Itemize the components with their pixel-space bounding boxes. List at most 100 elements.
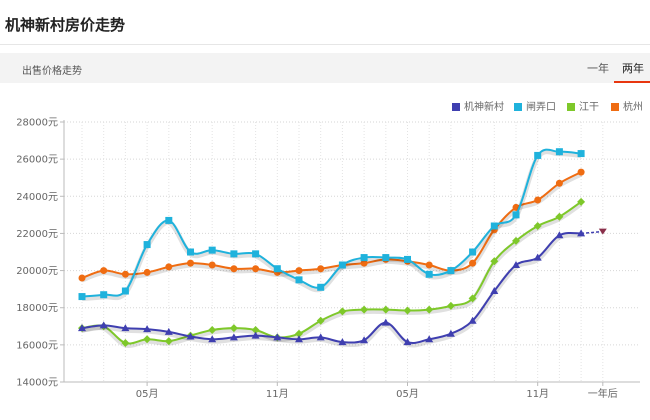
data-point-1-5 — [187, 248, 194, 256]
data-point-2-13 — [360, 305, 369, 314]
data-point-1-7 — [230, 250, 238, 258]
data-point-0-13 — [360, 336, 369, 344]
data-point-3-23 — [577, 168, 585, 176]
data-point-2-2 — [121, 339, 130, 347]
y-tick-label: 22000元 — [16, 229, 58, 240]
y-tick-label: 16000元 — [16, 340, 58, 351]
data-point-3-3 — [143, 268, 151, 276]
data-point-2-4 — [164, 337, 173, 346]
data-point-3-18 — [469, 259, 477, 267]
data-point-0-8 — [251, 331, 260, 339]
data-point-0-20 — [512, 261, 520, 268]
data-point-0-9 — [273, 333, 282, 341]
data-point-2-23 — [577, 197, 586, 206]
forecast-line — [581, 230, 603, 235]
data-point-0-19 — [490, 287, 499, 294]
data-point-1-17 — [447, 267, 455, 275]
data-point-2-11 — [316, 316, 325, 325]
chart-legend: 机神新村 闸弄口 江干 杭州 — [0, 98, 650, 113]
data-point-1-18 — [469, 248, 477, 256]
data-point-0-15 — [403, 338, 412, 346]
data-point-1-9 — [273, 265, 281, 273]
x-tick-label: 11月 — [526, 388, 549, 400]
data-point-0-10 — [295, 335, 303, 343]
data-point-2-6 — [208, 326, 217, 334]
legend-swatch-zhanongkou — [514, 103, 522, 111]
price-trend-tabbar: 出售价格走势 一年 两年 — [0, 53, 650, 83]
data-point-1-1 — [100, 291, 108, 299]
data-point-2-21 — [533, 222, 542, 230]
tab-one-year[interactable]: 一年 — [587, 62, 609, 75]
data-point-2-15 — [403, 306, 412, 315]
y-tick-label: 26000元 — [16, 155, 58, 166]
y-tick-label: 14000元 — [16, 378, 58, 389]
data-point-1-10 — [295, 276, 303, 284]
data-point-2-18 — [468, 294, 477, 303]
data-point-0-14 — [381, 318, 390, 326]
data-point-0-17 — [446, 329, 455, 337]
data-point-2-14 — [381, 305, 390, 314]
legend-swatch-jianggan — [567, 103, 575, 111]
data-point-1-13 — [360, 254, 368, 262]
price-trend-label: 出售价格走势 — [22, 66, 82, 77]
x-tick-label: 05月 — [396, 388, 419, 400]
legend-item-jishen[interactable]: 机神新村 — [452, 98, 504, 113]
legend-swatch-jishen — [452, 103, 460, 111]
x-tick-label: 05月 — [136, 388, 159, 400]
data-point-2-8 — [251, 326, 260, 334]
data-point-3-13 — [360, 259, 368, 267]
data-point-3-16 — [425, 261, 433, 269]
tab-two-year[interactable]: 两年 — [622, 62, 644, 75]
data-point-2-17 — [446, 301, 455, 310]
y-tick-label: 20000元 — [16, 266, 58, 277]
data-point-0-12 — [338, 338, 347, 346]
legend-label-zhanongkou: 闸弄口 — [526, 102, 556, 113]
legend-swatch-hangzhou — [611, 103, 619, 111]
active-tab-indicator — [614, 81, 650, 83]
data-point-1-15 — [404, 255, 411, 263]
data-point-3-5 — [187, 259, 194, 267]
legend-item-zhanongkou[interactable]: 闸弄口 — [514, 98, 556, 113]
data-point-2-19 — [490, 257, 499, 266]
data-point-0-0 — [78, 324, 86, 332]
data-point-1-14 — [382, 254, 390, 262]
data-point-3-7 — [230, 265, 238, 273]
data-point-2-22 — [555, 212, 564, 221]
data-point-2-12 — [338, 307, 347, 316]
page-title: 机神新村房价走势 — [5, 16, 126, 34]
data-point-0-7 — [229, 333, 238, 341]
forecast-point — [598, 228, 607, 235]
data-point-1-8 — [252, 250, 260, 258]
x-tick-label: 一年后 — [588, 387, 618, 400]
legend-item-hangzhou[interactable]: 杭州 — [611, 98, 643, 113]
data-point-3-8 — [252, 265, 260, 273]
data-point-1-16 — [425, 270, 433, 278]
x-tick-label: 11月 — [266, 388, 289, 400]
data-point-1-12 — [338, 261, 346, 269]
legend-label-jishen: 机神新村 — [464, 102, 504, 113]
data-point-0-16 — [425, 335, 434, 343]
legend-label-jianggan: 江干 — [579, 102, 599, 113]
data-point-1-23 — [577, 150, 585, 158]
data-point-1-21 — [534, 151, 542, 159]
legend-item-jianggan[interactable]: 江干 — [567, 98, 599, 113]
data-point-1-2 — [121, 287, 129, 295]
data-point-2-7 — [229, 324, 238, 333]
y-tick-label: 18000元 — [16, 303, 58, 314]
data-point-0-2 — [121, 324, 130, 332]
legend-label-hangzhou: 杭州 — [623, 102, 643, 113]
data-point-2-16 — [425, 305, 434, 314]
data-point-1-6 — [208, 246, 216, 254]
data-point-0-22 — [555, 231, 564, 239]
y-tick-label: 28000元 — [16, 118, 58, 129]
data-point-2-10 — [295, 329, 303, 338]
data-point-0-5 — [186, 332, 195, 340]
data-point-0-18 — [468, 316, 477, 324]
data-point-3-21 — [534, 196, 542, 204]
data-point-3-1 — [100, 267, 108, 275]
data-point-1-19 — [490, 222, 498, 230]
data-point-3-2 — [121, 270, 129, 278]
data-point-3-6 — [208, 261, 216, 269]
data-point-1-4 — [165, 216, 173, 224]
